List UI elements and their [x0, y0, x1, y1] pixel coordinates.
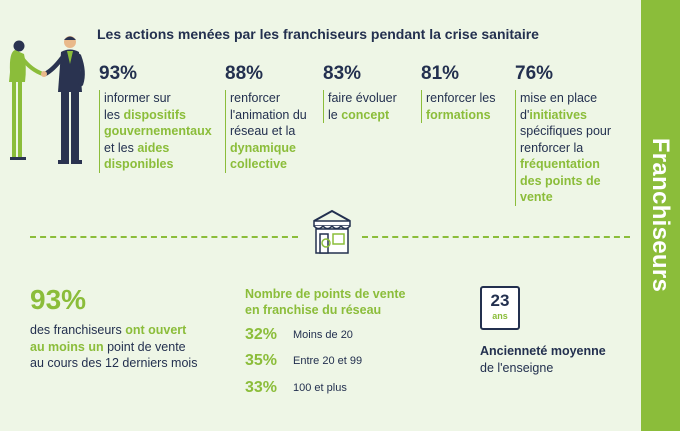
stat-text: informer sur	[104, 91, 171, 105]
points-vente-title: Nombre de points de vente en franchise d…	[245, 286, 445, 318]
network-text: au cours des 12 derniers mois	[30, 356, 198, 370]
stat-text: d'	[520, 107, 530, 122]
anciennete-badge: 23 ans	[480, 286, 520, 330]
stat-text: renforcer	[230, 91, 281, 105]
stat-percent: 83%	[323, 63, 362, 84]
stat-highlight: concept	[341, 107, 390, 122]
points-vente-row: 33% 100 et plus	[245, 378, 347, 398]
points-vente-percent: 35%	[245, 352, 278, 369]
store-icon	[307, 208, 357, 256]
points-vente-row: 32% Moins de 20	[245, 325, 353, 345]
dashed-divider-right	[362, 236, 630, 238]
network-highlight: ont ouvert	[125, 323, 187, 337]
network-highlight: au moins un	[30, 339, 104, 354]
stat-description: faire évoluer le concept	[323, 90, 397, 123]
points-vente-percent: 33%	[245, 379, 278, 396]
stat-text: mise en place	[520, 91, 598, 105]
stat-description: mise en place d'initiatives spécifiques …	[515, 90, 611, 206]
page-title: Les actions menées par les franchiseurs …	[97, 26, 539, 42]
anciennete-title: Ancienneté moyenne	[480, 344, 606, 358]
network-percent: 93%	[30, 284, 87, 315]
stat-93: 93% informer sur les dispositifs gouvern…	[99, 64, 212, 173]
stat-percent: 93%	[99, 63, 138, 84]
stat-highlight: dynamique	[230, 140, 296, 155]
people-handshake-illustration	[9, 36, 85, 164]
stat-text: renforcer les	[426, 91, 496, 105]
stat-highlight: initiatives	[529, 107, 588, 122]
stat-description: renforcer l'animation du réseau et la dy…	[225, 90, 307, 173]
points-vente-label: Entre 20 et 99	[293, 355, 363, 367]
anciennete-unit: ans	[492, 311, 508, 321]
anciennete-subtitle: de l'enseigne	[480, 361, 554, 375]
stat-text: renforcer la	[520, 140, 584, 155]
sidebar-label: Franchiseurs	[647, 137, 674, 293]
network-description: des franchiseurs ont ouvert au moins un …	[30, 322, 240, 372]
dashed-divider-left	[30, 236, 298, 238]
points-vente-label: Moins de 20	[293, 329, 353, 341]
stat-81: 81% renforcer les formations	[421, 64, 495, 123]
points-vente-title-line: en franchise du réseau	[245, 303, 382, 317]
stat-description: renforcer les formations	[421, 90, 495, 123]
stat-highlight: des points de	[520, 173, 601, 188]
stat-text: et les	[104, 140, 138, 155]
stat-text: le	[328, 107, 342, 122]
stat-text: l'animation du	[230, 107, 307, 122]
stat-highlight: collective	[230, 157, 287, 171]
anciennete-value: 23	[490, 291, 510, 310]
network-text: point de vente	[103, 339, 186, 354]
points-vente-percent: 32%	[245, 326, 278, 343]
stat-highlight: gouvernementaux	[104, 124, 212, 138]
stat-text: réseau et la	[230, 124, 296, 138]
points-vente-label: 100 et plus	[293, 382, 347, 394]
stat-83: 83% faire évoluer le concept	[323, 64, 397, 123]
stat-percent: 76%	[515, 63, 554, 84]
stat-highlight: dispositifs	[123, 107, 186, 122]
sidebar-band	[641, 0, 680, 431]
stat-description: informer sur les dispositifs gouvernemen…	[99, 90, 212, 173]
stat-percent: 81%	[421, 63, 460, 84]
stat-percent: 88%	[225, 63, 264, 84]
stat-88: 88% renforcer l'animation du réseau et l…	[225, 64, 307, 173]
stat-highlight: vente	[520, 190, 553, 204]
stat-text: les	[104, 107, 124, 122]
stat-text: spécifiques pour	[520, 124, 612, 138]
stat-highlight: disponibles	[104, 157, 174, 171]
points-vente-row: 35% Entre 20 et 99	[245, 351, 362, 371]
points-vente-title-line: Nombre de points de vente	[245, 287, 406, 301]
stat-highlight: fréquentation	[520, 157, 600, 171]
stat-highlight: formations	[426, 107, 491, 122]
network-text: des franchiseurs	[30, 323, 126, 337]
stat-highlight: aides	[137, 140, 170, 155]
stat-76: 76% mise en place d'initiatives spécifiq…	[515, 64, 611, 206]
stat-text: faire évoluer	[328, 91, 397, 105]
